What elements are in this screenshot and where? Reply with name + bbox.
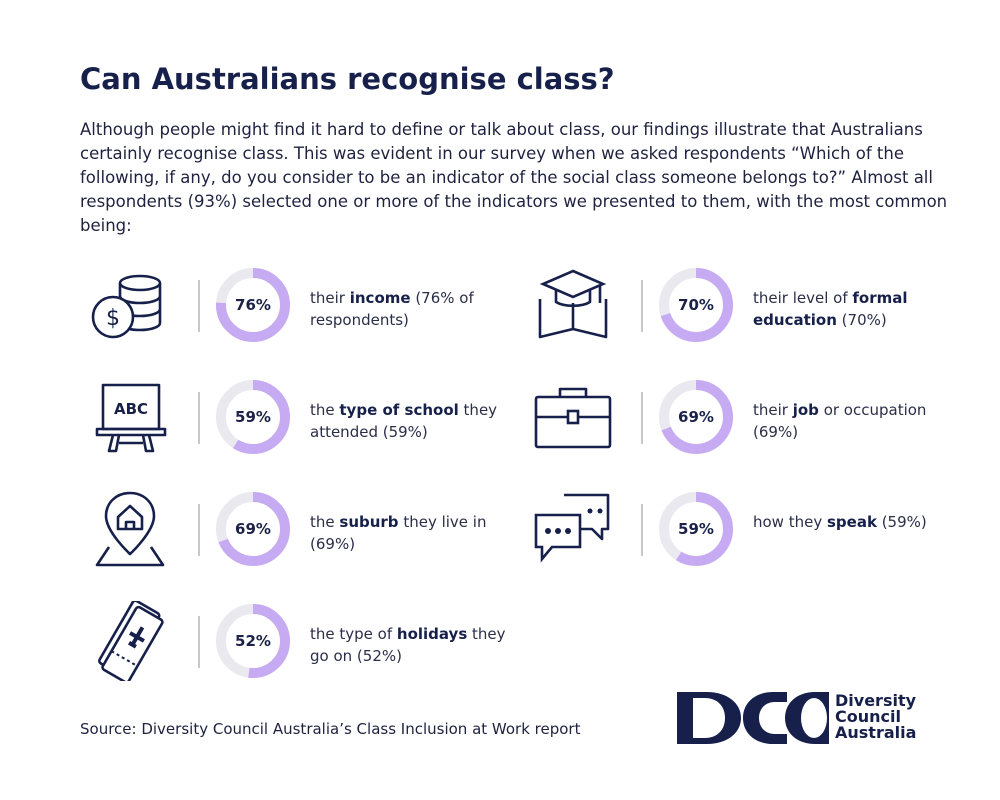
indicator-label: the suburb they live in (69%): [310, 511, 510, 555]
donut-fill: [659, 492, 733, 566]
divider: [198, 392, 200, 444]
indicator-item: $ 76% their income (76% of respondents): [85, 265, 505, 345]
speech-bubbles-icon: [534, 493, 610, 563]
donut-chart: [216, 380, 290, 454]
donut-chart: [216, 492, 290, 566]
indicator-label: the type of holidays they go on (52%): [310, 623, 510, 667]
percent-label: 59%: [678, 520, 714, 538]
indicator-label: the type of school they attended (59%): [310, 399, 510, 443]
divider: [198, 504, 200, 556]
graduation-cap-icon: [538, 269, 608, 339]
donut-fill: [216, 492, 290, 566]
indicator-label: their level of formal education (70%): [753, 287, 953, 331]
label-text: their: [310, 289, 350, 307]
money-coins-icon: $: [91, 274, 162, 339]
logo-line: Australia: [835, 723, 917, 742]
page-title: Can Australians recognise class?: [80, 62, 615, 96]
divider: [641, 504, 643, 556]
percent-label: 70%: [678, 296, 714, 314]
indicator-label: their job or occupation (69%): [753, 399, 953, 443]
donut-chart: [659, 492, 733, 566]
label-text: they live in (69%): [310, 513, 487, 553]
label-bold: suburb: [339, 513, 399, 531]
donut-fill: [659, 268, 733, 342]
divider: [641, 280, 643, 332]
indicator-item: ABC 59% the type of school they attended…: [85, 377, 505, 457]
logo-text: Diversity Council Australia: [835, 693, 916, 741]
donut-fill: [659, 380, 733, 454]
label-text: they go on (52%): [310, 625, 506, 665]
label-text: they attended (59%): [310, 401, 498, 441]
logo-line: Diversity: [835, 691, 917, 710]
indicator-item: 52% the type of holidays they go on (52%…: [85, 601, 506, 681]
label-bold: speak: [826, 513, 877, 531]
intro-paragraph: Although people might find it hard to de…: [80, 120, 948, 235]
label-text: their level of: [753, 289, 853, 307]
donut-fill: [216, 268, 290, 342]
house-location-icon: [95, 491, 165, 567]
source-note: Source: Diversity Council Australia’s Cl…: [80, 720, 581, 738]
donut-chart: [659, 380, 733, 454]
indicator-label: their income (76% of respondents): [310, 287, 510, 331]
plane-tickets-icon: [98, 601, 164, 681]
svg-text:$: $: [106, 306, 120, 331]
percent-label: 76%: [235, 296, 271, 314]
indicator-label: how they speak (59%): [753, 511, 953, 533]
label-text: their: [753, 401, 793, 419]
divider: [641, 392, 643, 444]
donut-chart: [659, 268, 733, 342]
logo-line: Council: [835, 707, 901, 726]
label-bold: type of school: [339, 401, 459, 419]
indicator-item: 69% the suburb they live in (69%): [85, 489, 505, 569]
label-bold: income: [349, 289, 411, 307]
donut-chart: [216, 604, 290, 678]
label-text: or occupation (69%): [753, 401, 927, 441]
briefcase-icon: [534, 387, 612, 449]
label-bold: formal education: [753, 289, 908, 329]
donut-chart: [216, 268, 290, 342]
indicator-item: 59% how they speak (59%): [528, 489, 948, 569]
percent-label: 52%: [235, 632, 271, 650]
label-text: the: [310, 401, 340, 419]
percent-label: 69%: [678, 408, 714, 426]
percent-label: 59%: [235, 408, 271, 426]
label-text: (76% of respondents): [310, 289, 474, 329]
abc-board-icon: ABC: [95, 383, 167, 453]
label-text: the type of: [310, 625, 397, 643]
label-bold: job: [792, 401, 819, 419]
label-text: (70%): [836, 311, 887, 329]
donut-fill: [216, 604, 290, 678]
svg-text:ABC: ABC: [114, 400, 148, 418]
indicator-item: 70% their level of formal education (70%…: [528, 265, 948, 345]
label-bold: holidays: [396, 625, 468, 643]
label-text: the: [310, 513, 340, 531]
donut-fill: [216, 380, 290, 454]
percent-label: 69%: [235, 520, 271, 538]
divider: [198, 280, 200, 332]
divider: [198, 616, 200, 668]
label-text: how they: [753, 513, 827, 531]
label-text: (59%): [876, 513, 927, 531]
indicator-item: 69% their job or occupation (69%): [528, 377, 948, 457]
dca-logo-mark: [677, 692, 829, 744]
